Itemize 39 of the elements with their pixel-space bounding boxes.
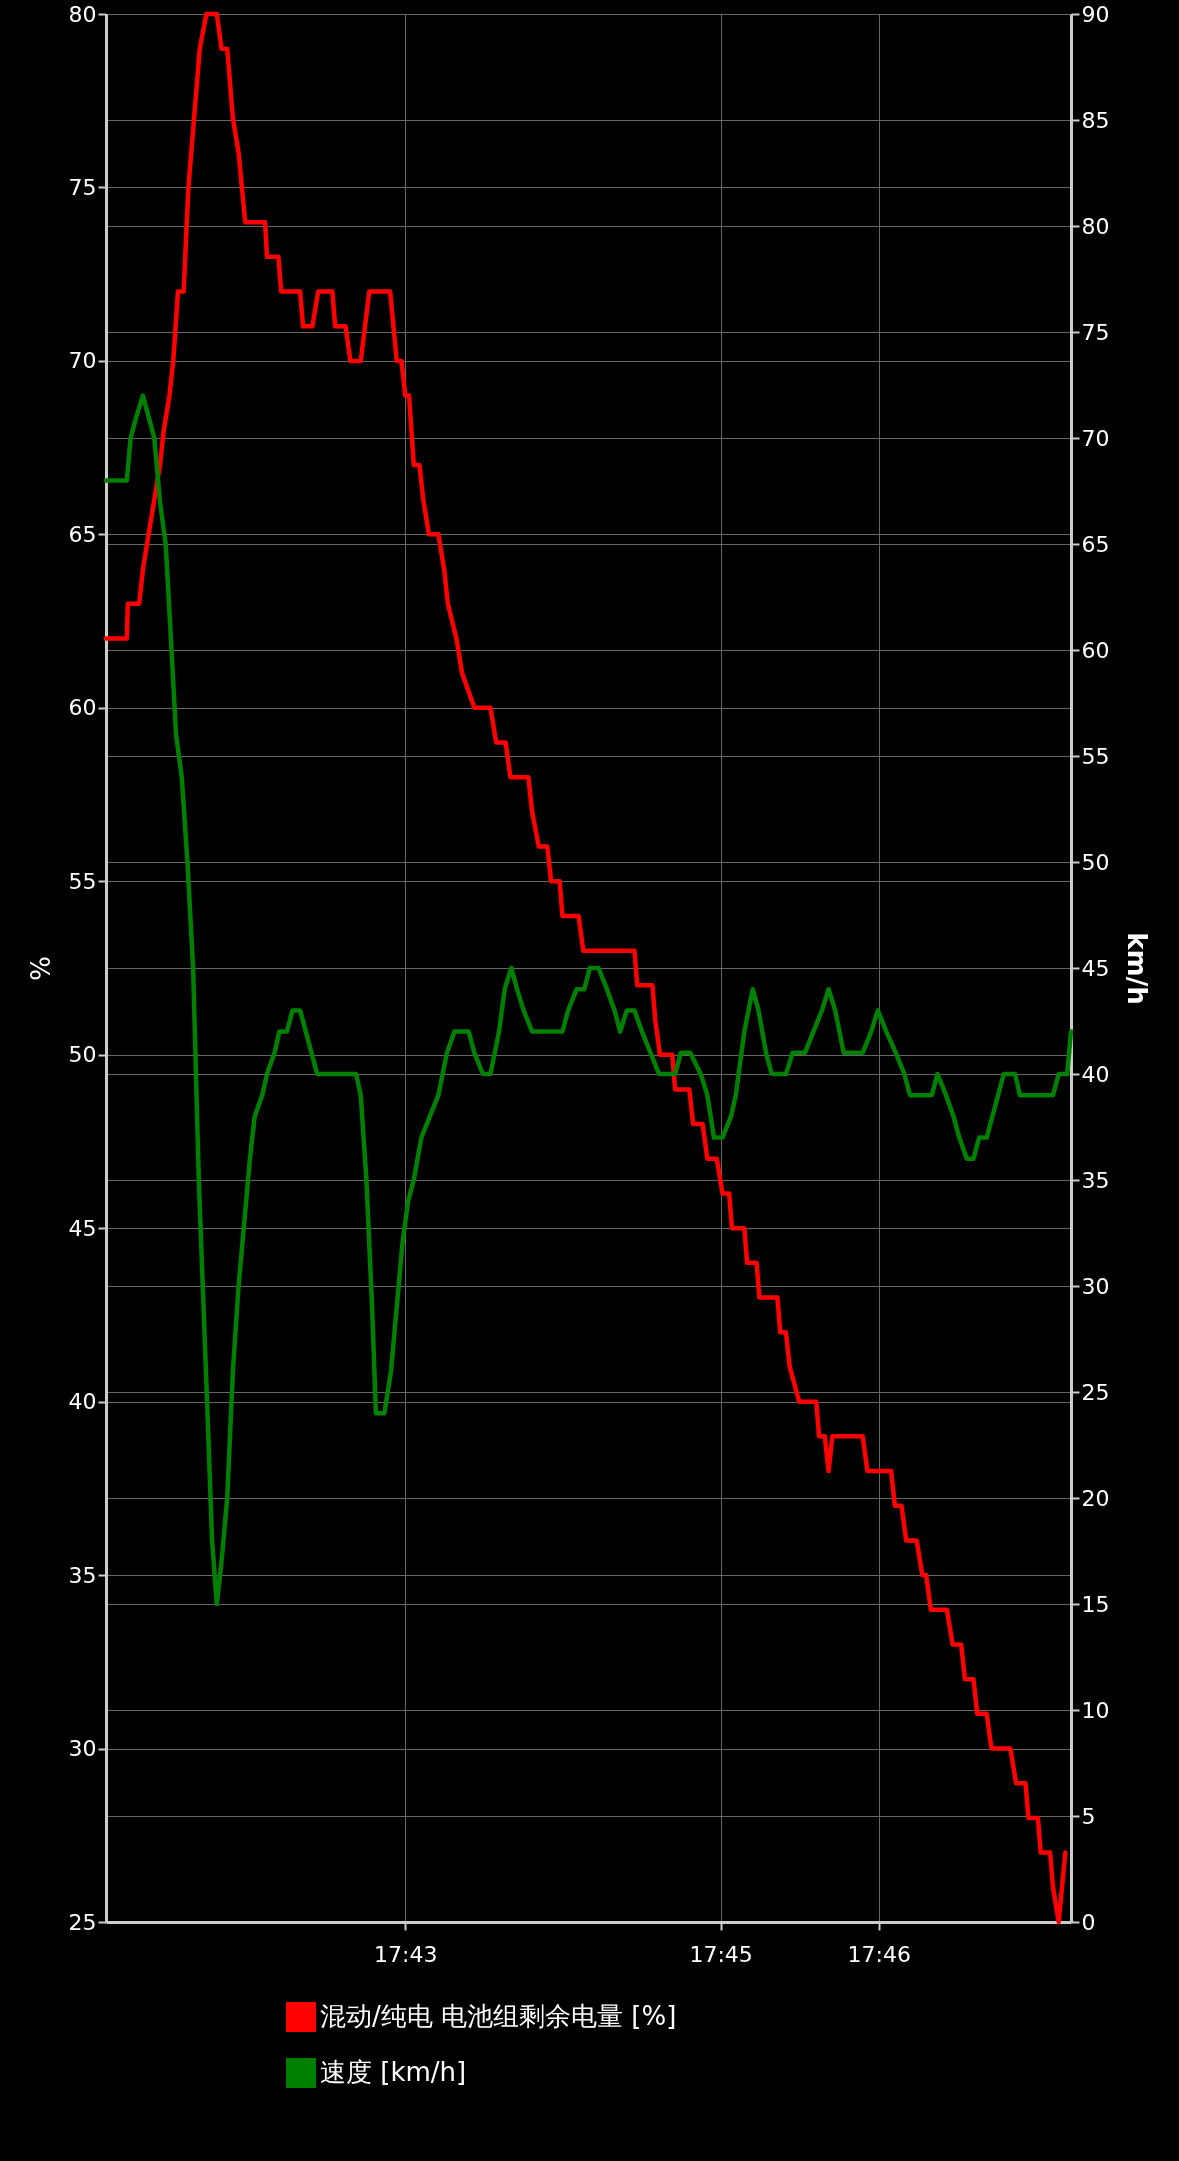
y-tick-label: 75	[68, 174, 97, 200]
y-tick-label: 25	[68, 1909, 97, 1935]
x-tick-label: 17:45	[689, 1941, 753, 1967]
x-tick-label: 17:43	[374, 1941, 438, 1967]
y2-tick-label: 20	[1081, 1485, 1110, 1511]
y-tick-label: 35	[68, 1562, 97, 1588]
x-tick-label: 17:46	[847, 1941, 911, 1967]
y2-tick-label: 80	[1081, 213, 1110, 239]
y-tick-label: 50	[68, 1042, 97, 1068]
y2-tick-label: 85	[1081, 107, 1110, 133]
y2-axis-title: km/h	[1122, 932, 1153, 1005]
y2-tick-label: 70	[1081, 425, 1110, 451]
legend-label: 混动/纯电 电池组剩余电量 [%]	[320, 2001, 677, 2031]
y-axis-title: %	[25, 956, 56, 981]
y-tick-label: 30	[68, 1736, 97, 1762]
y2-tick-label: 25	[1081, 1379, 1110, 1405]
y2-tick-label: 15	[1081, 1591, 1110, 1617]
y2-tick-label: 45	[1081, 955, 1110, 981]
y2-tick-label: 75	[1081, 319, 1110, 345]
y-tick-label: 55	[68, 868, 97, 894]
y2-tick-label: 65	[1081, 531, 1110, 557]
legend-label: 速度 [km/h]	[320, 2057, 467, 2087]
y2-tick-label: 10	[1081, 1697, 1110, 1723]
y-tick-label: 80	[68, 1, 97, 27]
y-tick-label: 45	[68, 1215, 97, 1241]
y-tick-label: 65	[68, 521, 97, 547]
y2-tick-label: 90	[1081, 1, 1110, 27]
y-tick-label: 40	[68, 1389, 97, 1415]
y2-tick-label: 50	[1081, 849, 1110, 875]
y2-tick-label: 35	[1081, 1167, 1110, 1193]
y2-tick-label: 5	[1081, 1803, 1096, 1829]
y2-tick-label: 0	[1081, 1909, 1096, 1935]
line-series	[103, 393, 1074, 1607]
y-tick-label: 60	[68, 695, 97, 721]
y-tick-label: 70	[68, 348, 97, 374]
y2-tick-label: 30	[1081, 1273, 1110, 1299]
y2-tick-label: 60	[1081, 637, 1110, 663]
y2-tick-label: 40	[1081, 1061, 1110, 1087]
y2-tick-label: 55	[1081, 743, 1110, 769]
